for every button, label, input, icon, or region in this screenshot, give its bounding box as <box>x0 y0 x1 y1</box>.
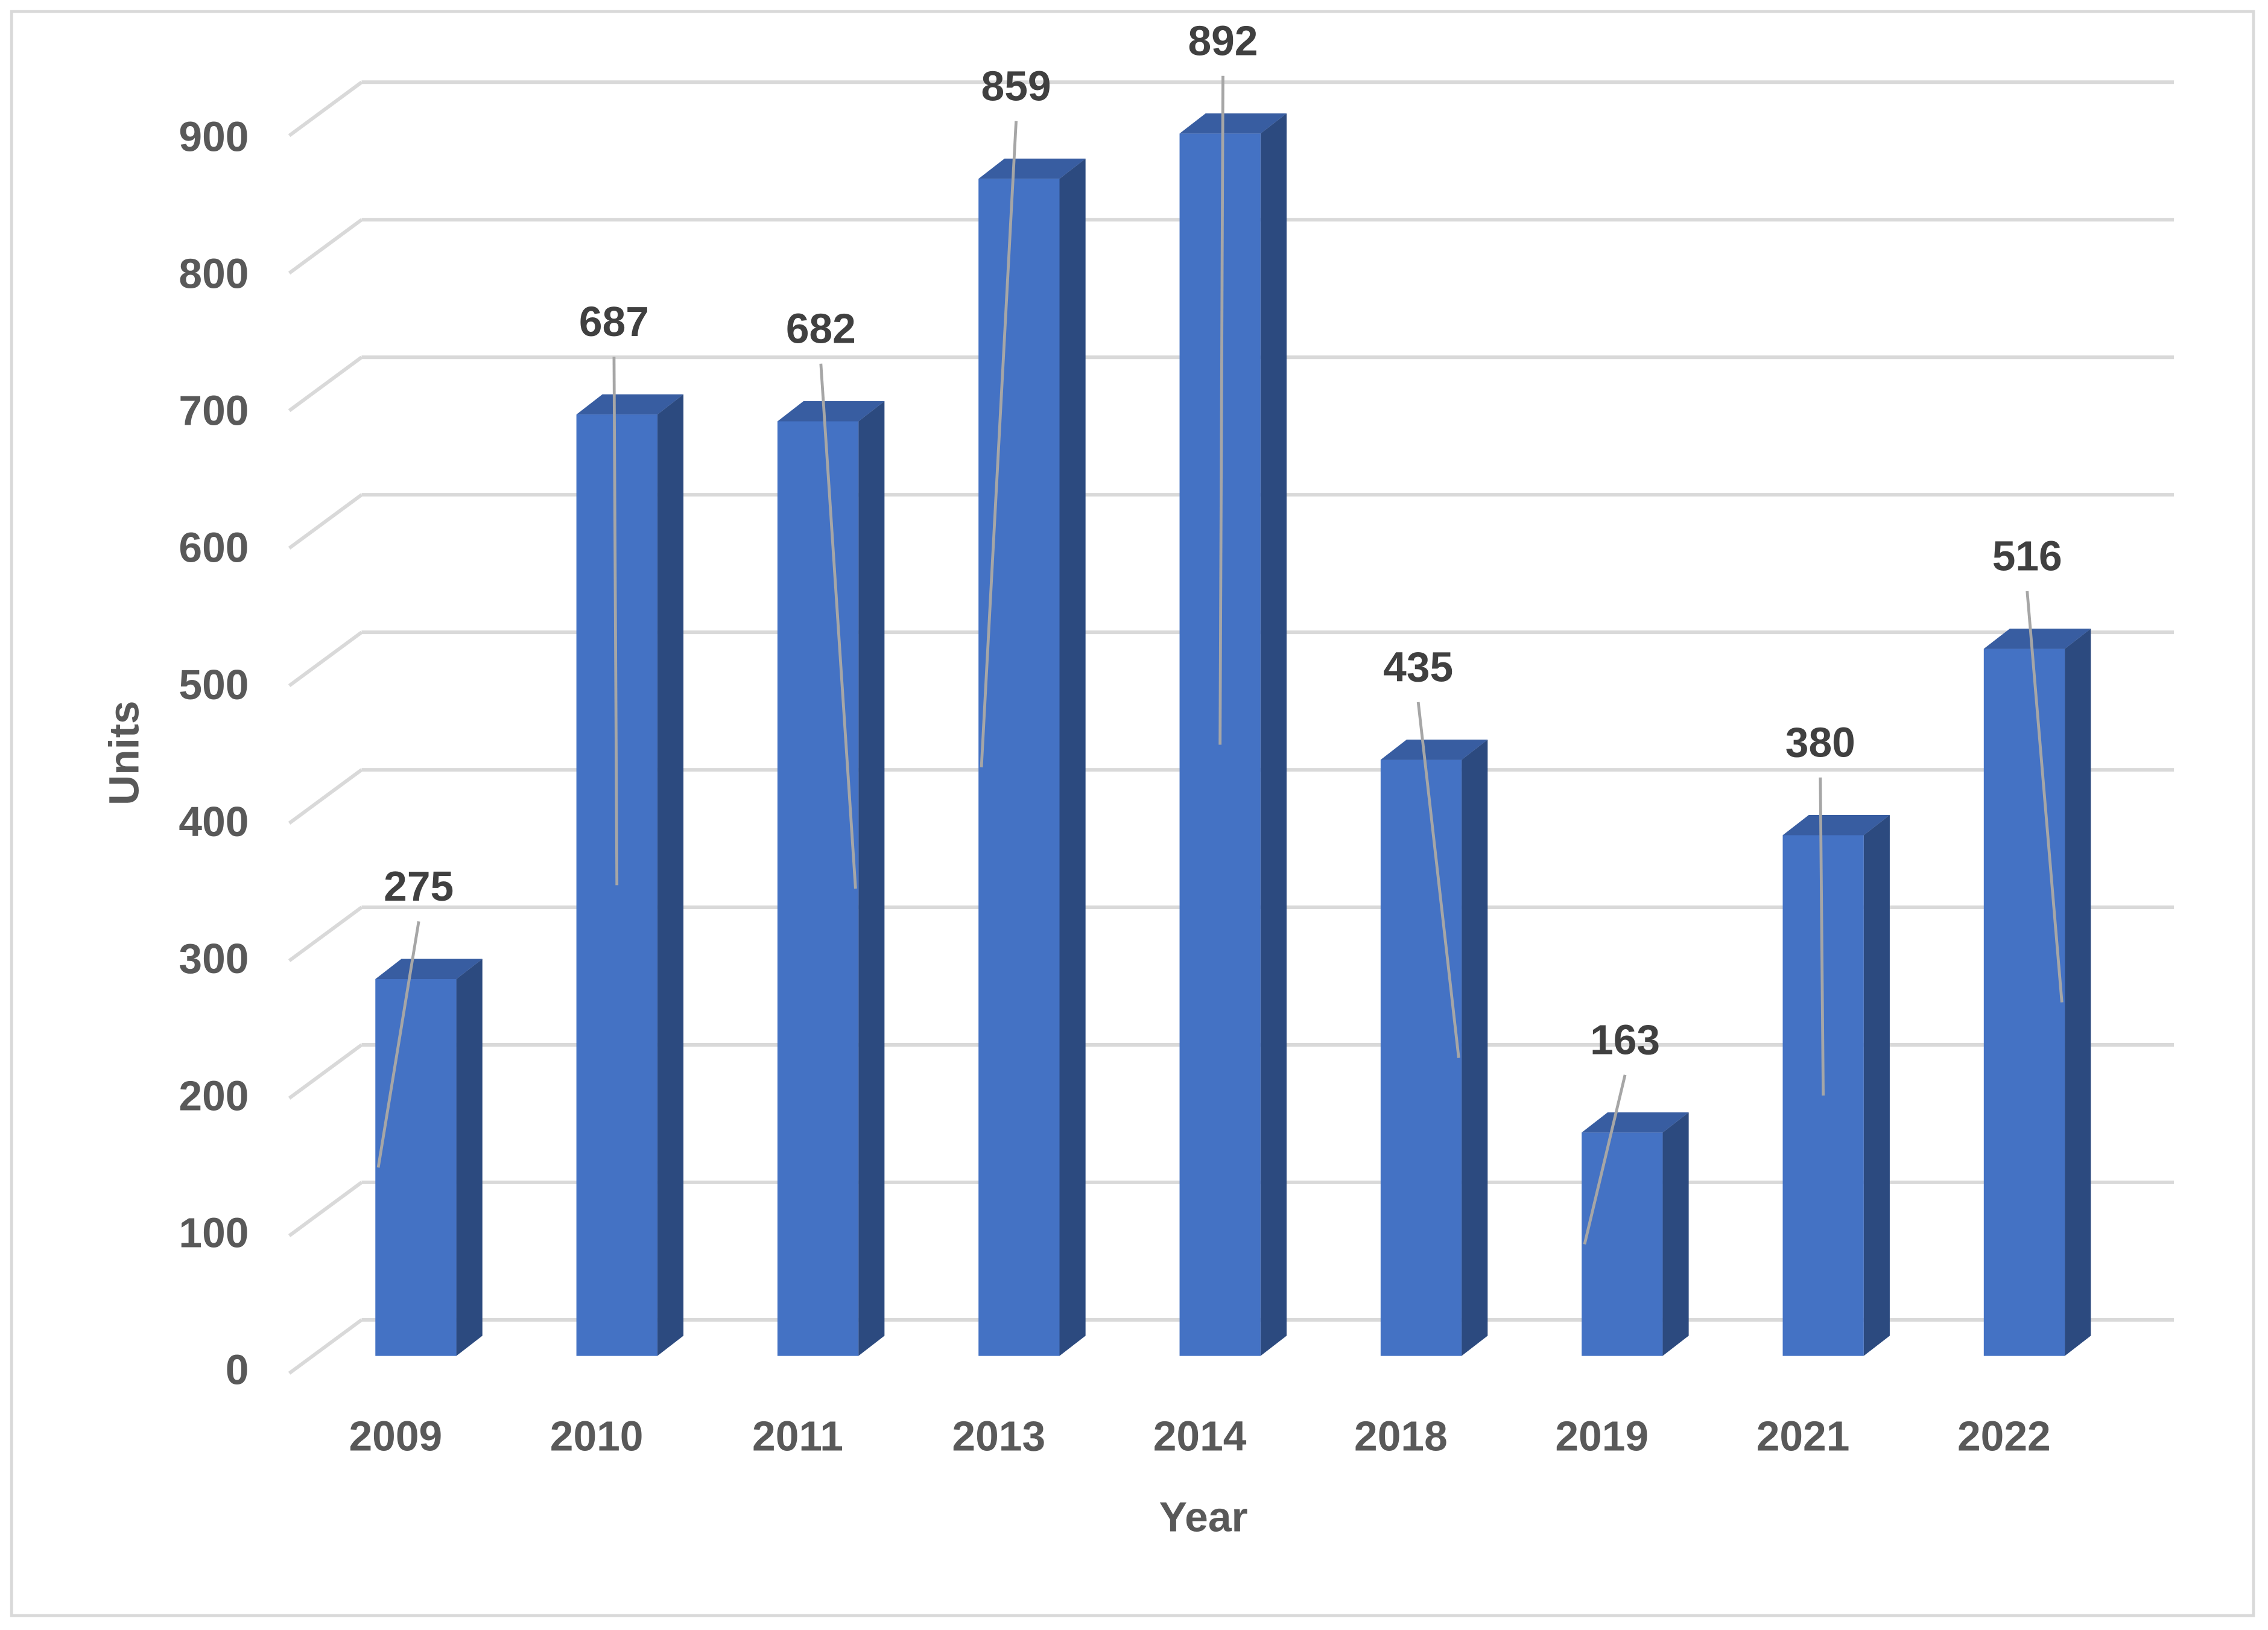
bar <box>1380 760 1462 1356</box>
data-label: 859 <box>981 63 1051 110</box>
grid-line-side <box>288 218 363 275</box>
leader-line <box>819 363 857 889</box>
bar-side <box>2065 629 2091 1356</box>
data-label: 435 <box>1383 644 1453 691</box>
y-tick-label: 900 <box>179 113 249 160</box>
y-tick-label: 200 <box>179 1072 249 1119</box>
grid-line-side <box>288 80 363 138</box>
bar-side <box>1059 158 1086 1356</box>
bar-top <box>1179 113 1287 134</box>
bar-top <box>1380 740 1488 760</box>
x-tick-label: 2022 <box>1957 1413 2051 1460</box>
leader-line <box>1416 702 1460 1058</box>
bar-top <box>1983 629 2091 649</box>
y-tick-label: 400 <box>179 798 249 845</box>
bar-side <box>1462 740 1488 1356</box>
grid-line-side <box>288 1181 363 1237</box>
y-axis-title: Units <box>100 701 147 805</box>
grid-line-side <box>288 355 363 413</box>
bar-side <box>1260 113 1287 1356</box>
bar <box>777 421 859 1356</box>
bar-top <box>978 158 1086 179</box>
y-tick-label: 0 <box>226 1346 249 1394</box>
y-tick-label: 800 <box>179 250 249 297</box>
leader-line <box>1583 1074 1627 1245</box>
leader-line <box>1819 777 1825 1096</box>
x-axis-title: Year <box>1159 1494 1248 1541</box>
bar <box>1179 133 1261 1356</box>
bar-top <box>1782 815 1890 836</box>
bar-top <box>1582 1112 1689 1133</box>
y-tick-label: 100 <box>179 1210 249 1257</box>
grid-line-side <box>288 493 363 550</box>
bar <box>1582 1132 1663 1356</box>
y-tick-label: 700 <box>179 387 249 434</box>
leader-line <box>612 357 619 886</box>
bar-top <box>576 394 684 415</box>
leader-line <box>2026 591 2064 1003</box>
data-label: 682 <box>786 305 856 352</box>
bar <box>1983 649 2065 1356</box>
data-label: 687 <box>579 298 649 345</box>
grid-line-side <box>288 905 363 962</box>
grid-line-side <box>288 1043 363 1100</box>
leader-line <box>376 921 420 1168</box>
bar-top <box>375 959 483 979</box>
bar <box>978 179 1060 1356</box>
x-tick-label: 2011 <box>752 1413 843 1460</box>
x-tick-label: 2014 <box>1153 1413 1247 1460</box>
x-tick-label: 2019 <box>1555 1413 1649 1460</box>
x-tick-label: 2013 <box>952 1413 1045 1460</box>
bar-side <box>1863 815 1890 1356</box>
bar-side <box>858 401 885 1356</box>
x-tick-label: 2021 <box>1756 1413 1850 1460</box>
x-tick-label: 2009 <box>349 1413 442 1460</box>
y-tick-label: 500 <box>179 661 249 708</box>
data-label: 380 <box>1785 719 1855 766</box>
chart-border <box>10 10 2255 1617</box>
x-tick-label: 2010 <box>550 1413 644 1460</box>
bar <box>375 978 457 1356</box>
y-tick-label: 300 <box>179 935 249 982</box>
bar-top <box>777 401 885 422</box>
leader-line <box>980 121 1018 768</box>
grid-line-side <box>288 1318 363 1375</box>
leader-line <box>1218 75 1224 745</box>
bar-side <box>1662 1112 1689 1356</box>
grid-line-side <box>288 768 363 825</box>
grid-line-side <box>288 630 363 687</box>
y-tick-label: 600 <box>179 524 249 571</box>
data-label: 892 <box>1188 17 1258 65</box>
bar-side <box>456 959 483 1356</box>
x-tick-label: 2018 <box>1354 1413 1448 1460</box>
bar-side <box>657 394 684 1356</box>
data-label: 163 <box>1590 1016 1660 1064</box>
data-label: 275 <box>384 863 454 910</box>
data-label: 516 <box>1992 533 2062 580</box>
